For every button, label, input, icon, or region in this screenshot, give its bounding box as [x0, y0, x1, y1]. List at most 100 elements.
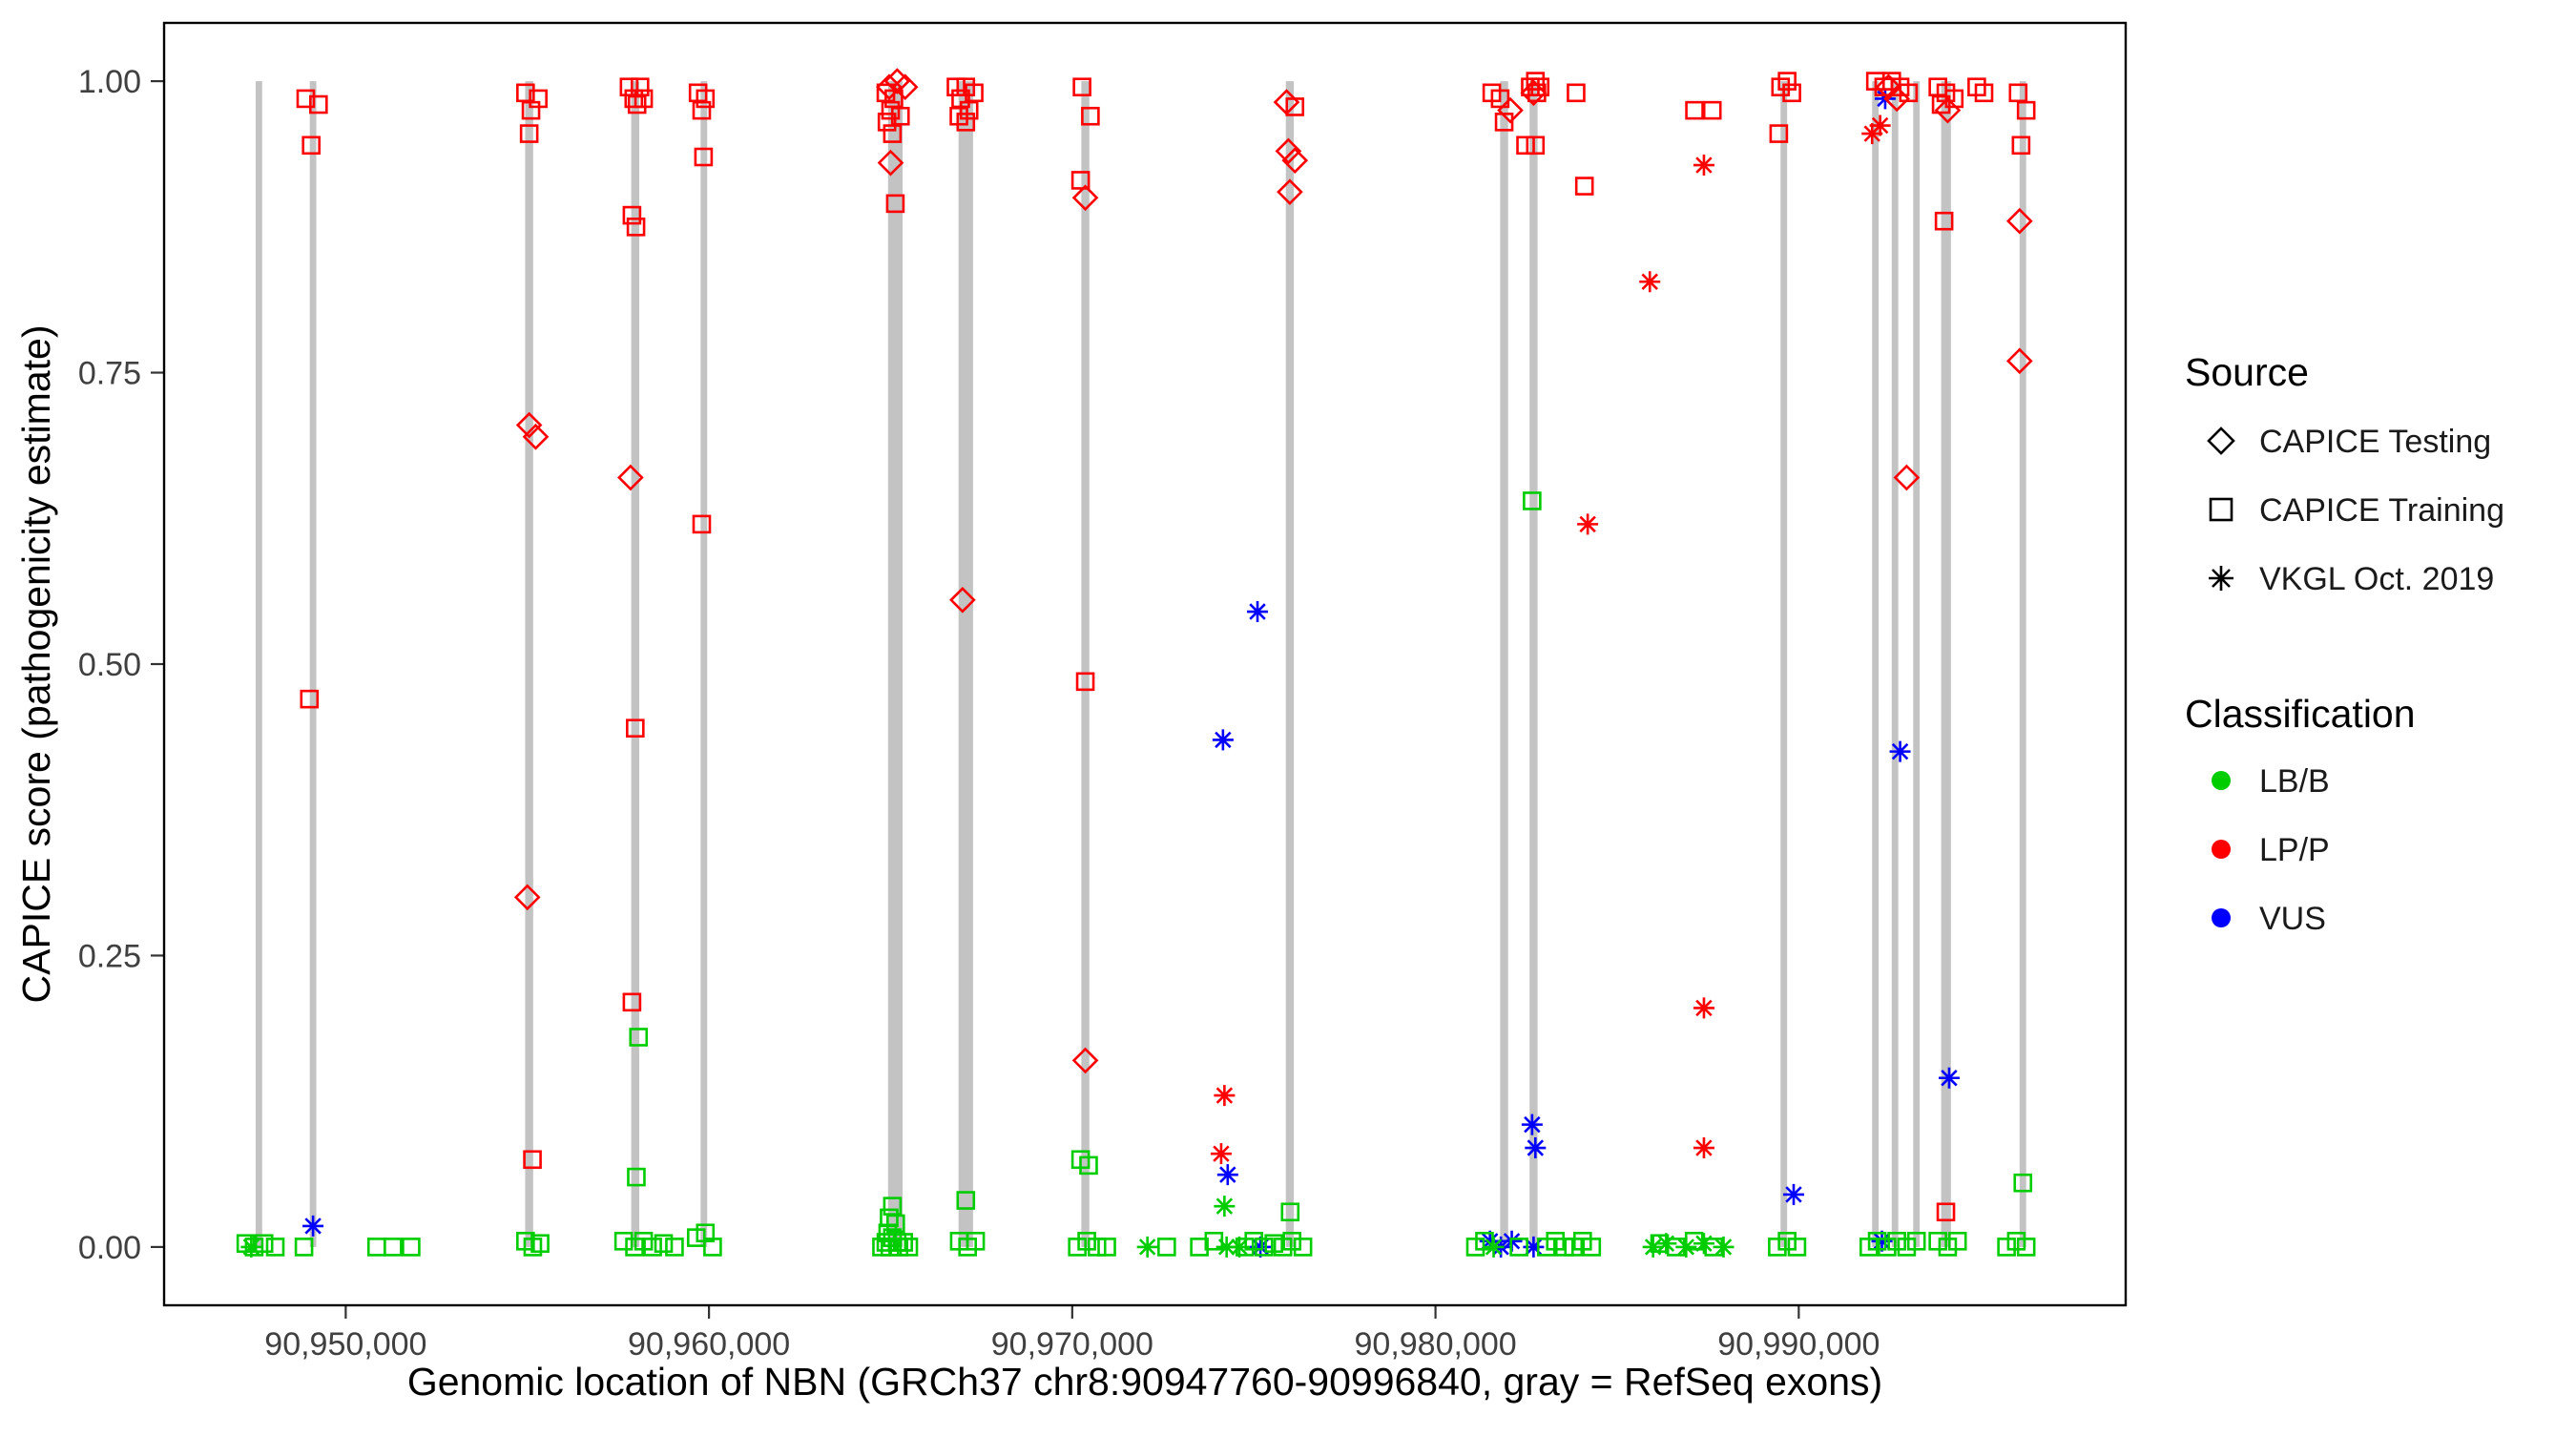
- data-point: [1525, 1137, 1547, 1159]
- data-point: [1997, 1238, 2016, 1257]
- data-point: [876, 1233, 896, 1252]
- legend-item-capice-testing: CAPICE Testing: [2259, 424, 2491, 460]
- data-point: [2005, 207, 2033, 235]
- data-point: [1897, 1238, 1917, 1257]
- data-point: [1523, 491, 1542, 510]
- refseq-exon-bars: [255, 81, 2026, 1247]
- y-tick-label: 0.75: [78, 356, 141, 392]
- legend-item-vus: VUS: [2259, 901, 2326, 937]
- exon-bar: [1500, 81, 1508, 1247]
- data-point: [1889, 740, 1911, 762]
- data-point: [643, 1238, 662, 1257]
- data-point: [1293, 1238, 1313, 1257]
- data-point: [1509, 1238, 1528, 1257]
- data-point: [2005, 347, 2033, 375]
- lpp-color-dot: [2212, 840, 2231, 859]
- data-point: [1157, 1238, 1176, 1257]
- data-point: [1190, 1238, 1209, 1257]
- data-point: [1212, 729, 1234, 751]
- exon-bar: [631, 81, 640, 1247]
- data-point: [654, 1234, 674, 1254]
- data-point: [617, 464, 644, 491]
- y-tick-label: 0.25: [78, 938, 141, 974]
- data-point: [513, 884, 541, 911]
- data-point: [694, 147, 714, 167]
- data-point: [1899, 83, 1919, 103]
- data-point: [966, 1232, 986, 1251]
- exon-bar: [309, 81, 317, 1247]
- data-point: [1475, 1232, 1494, 1251]
- exon-bar: [1529, 81, 1538, 1247]
- data-point: [1684, 1232, 1704, 1251]
- data-point: [630, 77, 650, 96]
- data-point: [1280, 1202, 1300, 1222]
- x-axis-title: Genomic location of NBN (GRCh37 chr8:909…: [407, 1360, 1882, 1404]
- data-point: [890, 106, 910, 126]
- data-point: [302, 1215, 324, 1237]
- data-point: [1871, 1230, 1893, 1252]
- data-point: [626, 718, 645, 739]
- data-point: [627, 1167, 646, 1187]
- data-point: [665, 1238, 684, 1257]
- data-point: [884, 89, 904, 109]
- data-point: [1567, 83, 1586, 103]
- data-point: [1931, 94, 1951, 114]
- data-point: [1068, 1238, 1087, 1257]
- data-point: [1136, 1236, 1158, 1258]
- legend-item-lpp: LP/P: [2259, 832, 2330, 868]
- exon-bar: [887, 81, 904, 1247]
- data-point: [1216, 1164, 1238, 1186]
- data-point: [1704, 1238, 1724, 1257]
- data-point: [1228, 1236, 1250, 1258]
- data-point: [1713, 1236, 1735, 1258]
- data-point: [889, 1238, 909, 1257]
- data-point: [622, 992, 642, 1012]
- data-point: [2008, 83, 2028, 103]
- data-point: [956, 113, 976, 132]
- data-point: [521, 100, 541, 120]
- exon-bar: [1780, 81, 1788, 1247]
- data-point: [965, 83, 984, 103]
- legend-source: Source CAPICE Testing CAPICE Training VK…: [2185, 350, 2504, 597]
- data-point: [899, 1238, 919, 1257]
- data-point: [1666, 1238, 1686, 1257]
- data-point: [619, 77, 639, 96]
- data-point: [1077, 1232, 1096, 1251]
- data-point: [634, 89, 654, 109]
- y-tick-label: 0.00: [78, 1230, 141, 1266]
- data-point: [1685, 100, 1704, 120]
- legend-classification: Classification LB/B LP/P VUS: [2185, 692, 2416, 937]
- exon-bar: [1081, 81, 1090, 1247]
- data-point: [1938, 1067, 1960, 1089]
- data-point: [301, 135, 322, 156]
- data-point: [1215, 1236, 1237, 1258]
- data-point: [622, 205, 642, 225]
- data-point: [1071, 184, 1099, 212]
- data-point: [877, 113, 897, 132]
- exon-bar: [2019, 81, 2026, 1247]
- data-point: [1777, 72, 1797, 91]
- data-point: [1893, 464, 1921, 491]
- data-point: [1693, 997, 1714, 1019]
- data-point: [1523, 1236, 1545, 1258]
- data-point: [300, 689, 320, 709]
- data-point: [1934, 211, 1954, 231]
- data-point: [883, 1197, 903, 1216]
- data-point: [696, 89, 716, 109]
- data-point: [703, 1238, 722, 1257]
- legend-item-lbb: LB/B: [2259, 763, 2330, 800]
- data-point: [1693, 1233, 1714, 1255]
- data-point: [883, 124, 903, 143]
- data-point: [1214, 1085, 1236, 1107]
- panel-border: [162, 21, 2128, 1307]
- data-point: [692, 514, 712, 534]
- axes-layer: 90,950,000 90,960,000 90,970,000 90,980,000…: [78, 21, 2128, 1363]
- data-point: [1867, 1232, 1887, 1251]
- exon-bar: [525, 81, 533, 1247]
- data-point: [1861, 123, 1883, 145]
- legend-source-title: Source: [2185, 350, 2309, 394]
- data-point: [1769, 124, 1789, 143]
- data-point: [1282, 1232, 1301, 1251]
- data-point: [624, 89, 644, 109]
- data-point: [613, 1232, 634, 1251]
